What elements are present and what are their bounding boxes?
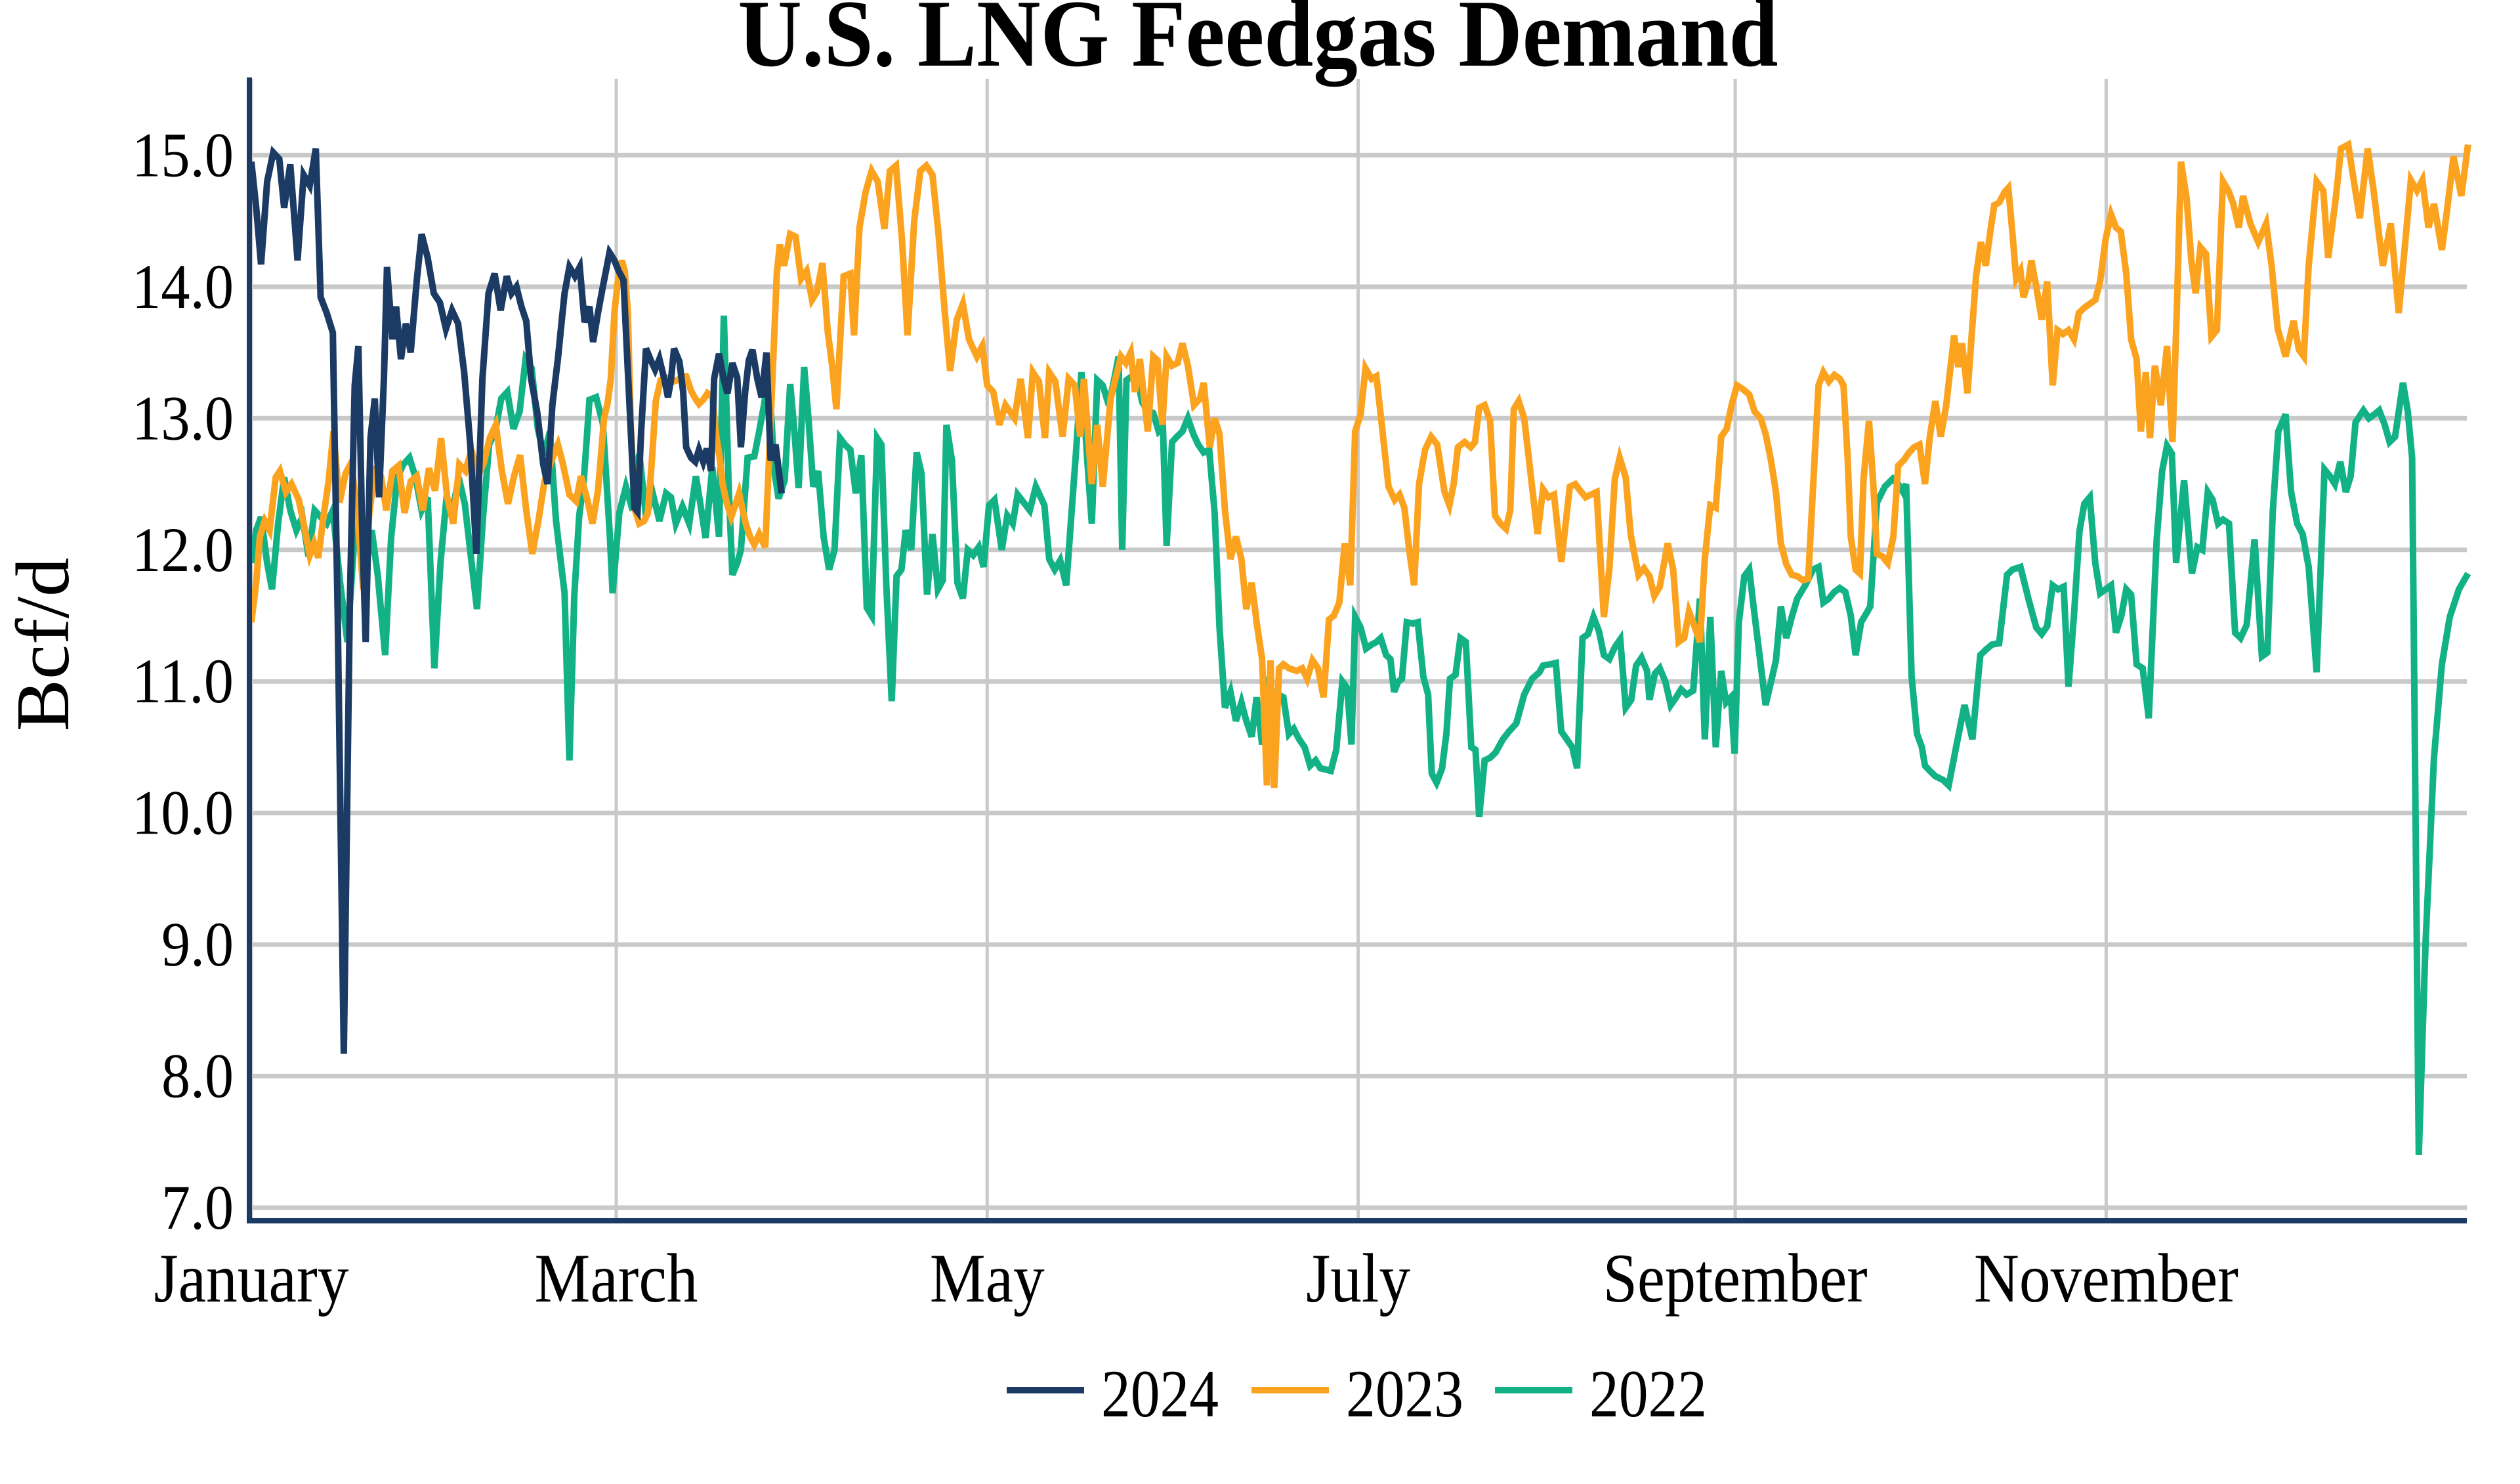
svg-text:9.0: 9.0 <box>161 909 234 979</box>
svg-text:12.0: 12.0 <box>132 515 234 585</box>
svg-text:November: November <box>1974 1240 2238 1317</box>
svg-text:2023: 2023 <box>1346 1357 1463 1431</box>
svg-text:11.0: 11.0 <box>132 646 234 716</box>
svg-text:2024: 2024 <box>1101 1357 1219 1431</box>
svg-text:2022: 2022 <box>1589 1357 1707 1431</box>
svg-text:July: July <box>1306 1240 1410 1317</box>
svg-text:Bcf/d: Bcf/d <box>1 558 85 732</box>
svg-text:10.0: 10.0 <box>132 778 234 848</box>
svg-text:7.0: 7.0 <box>161 1172 234 1242</box>
svg-text:14.0: 14.0 <box>132 251 234 322</box>
svg-text:March: March <box>535 1240 698 1317</box>
svg-text:8.0: 8.0 <box>161 1041 234 1111</box>
svg-text:September: September <box>1603 1240 1868 1317</box>
svg-text:U.S. LNG Feedgas Demand: U.S. LNG Feedgas Demand <box>738 0 1778 87</box>
svg-text:January: January <box>154 1240 349 1317</box>
svg-text:13.0: 13.0 <box>132 383 234 453</box>
svg-text:May: May <box>930 1240 1045 1317</box>
svg-text:15.0: 15.0 <box>132 119 234 190</box>
